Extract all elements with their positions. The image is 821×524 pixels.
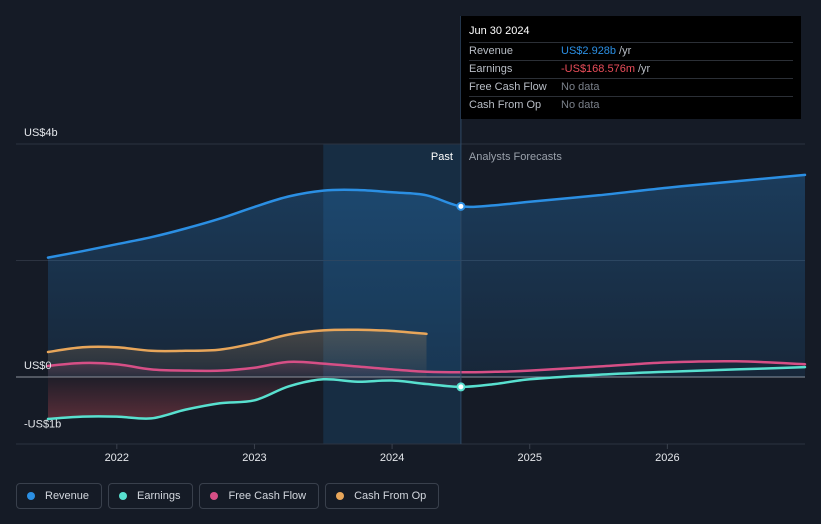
- legend-label: Cash From Op: [354, 490, 427, 502]
- earnings-area: [48, 377, 461, 419]
- legend-label: Earnings: [137, 490, 181, 502]
- legend-dot-icon: [27, 492, 35, 500]
- tooltip-row-free-cash-flow: Free Cash Flow No data: [469, 79, 793, 97]
- tooltip-unit: /yr: [638, 63, 651, 75]
- tooltip-value: US$2.928b: [561, 45, 617, 57]
- past-label: Past: [431, 151, 453, 163]
- revenue-highlight-point[interactable]: [456, 201, 466, 211]
- series-lines: [46, 173, 807, 421]
- tooltip-value: -US$168.576m: [561, 63, 635, 75]
- tooltip-date: Jun 30 2024: [469, 24, 793, 43]
- tooltip-row-revenue: Revenue US$2.928b /yr: [469, 43, 793, 61]
- legend-label: Free Cash Flow: [228, 490, 307, 502]
- highlight-points: [456, 201, 466, 392]
- legend-item-cash-from-op[interactable]: Cash From Op: [325, 483, 440, 509]
- legend-dot-icon: [210, 492, 219, 500]
- legend-label: Revenue: [45, 490, 90, 502]
- tooltip-value: No data: [561, 81, 600, 93]
- tooltip: Jun 30 2024 Revenue US$2.928b /yr Earnin…: [461, 16, 801, 119]
- tooltip-label: Cash From Op: [469, 99, 542, 111]
- cash-from-op-line: [46, 328, 428, 354]
- tooltip-unit: /yr: [619, 45, 632, 57]
- legend-item-earnings[interactable]: Earnings: [108, 483, 194, 509]
- tooltip-label: Free Cash Flow: [469, 81, 547, 93]
- legend-item-revenue[interactable]: Revenue: [16, 483, 103, 509]
- series-areas: [48, 174, 805, 419]
- tooltip-value: No data: [561, 99, 600, 111]
- tooltip-row-cash-from-op: Cash From Op No data: [469, 97, 793, 114]
- x-axis-labels: 2022 2023 2024 2025 2026: [105, 444, 680, 464]
- x-tick-label: 2023: [242, 452, 266, 464]
- y-tick-label: -US$1b: [24, 418, 61, 430]
- y-axis-labels: US$4b US$0 -US$1b: [24, 127, 61, 430]
- y-tick-label: US$0: [24, 360, 52, 372]
- x-tick-label: 2026: [655, 452, 679, 464]
- tooltip-label: Earnings: [469, 63, 513, 75]
- free-cash-flow-area: [48, 361, 461, 377]
- legend-dot-icon: [336, 492, 345, 500]
- legend: Revenue Earnings Free Cash Flow Cash Fro…: [16, 483, 440, 509]
- earnings-highlight-point[interactable]: [456, 382, 466, 392]
- y-tick-label: US$4b: [24, 127, 58, 139]
- revenue-area: [48, 174, 805, 377]
- legend-dot-icon: [119, 492, 128, 500]
- tooltip-label: Revenue: [469, 45, 514, 57]
- x-tick-label: 2025: [517, 452, 541, 464]
- revenue-line: [46, 173, 807, 259]
- forecast-label: Analysts Forecasts: [469, 151, 562, 163]
- tooltip-row-earnings: Earnings -US$168.576m /yr: [469, 61, 793, 79]
- x-tick-label: 2022: [105, 452, 129, 464]
- x-tick-label: 2024: [380, 452, 404, 464]
- legend-item-free-cash-flow[interactable]: Free Cash Flow: [199, 483, 320, 509]
- free-cash-flow-line: [46, 359, 807, 374]
- earnings-line: [46, 365, 807, 421]
